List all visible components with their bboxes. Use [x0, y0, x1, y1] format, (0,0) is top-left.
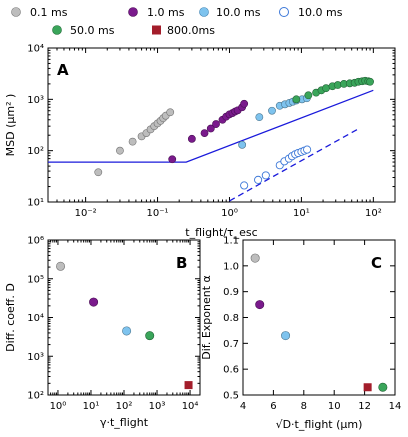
y-tick-label: 10⁴ [27, 313, 44, 324]
data-point [281, 331, 291, 341]
x-tick-label: 10¹ [293, 208, 310, 219]
y-tick-label: 10⁴ [27, 44, 44, 55]
data-point [166, 108, 175, 117]
data-point [168, 155, 177, 164]
x-axis-label: γ·t_flight [100, 416, 149, 429]
data-point [292, 95, 301, 104]
y-tick-label: 0.7 [223, 339, 239, 350]
data-point [255, 113, 264, 122]
x-tick-label: 10² [365, 208, 382, 219]
panel-a: 10⁻² 10⁻¹ 10⁰ 10¹ 10² 10¹ 10² 10³ 10⁴ A MSD (μm² )… [4, 44, 396, 239]
data-point-open [254, 175, 263, 184]
data-point [238, 140, 247, 149]
fit-line-solid [48, 89, 374, 163]
legend-item-50.0ms: 50.0 ms [52, 24, 115, 37]
y-tick-label: 10³ [27, 352, 44, 363]
data-point [116, 146, 124, 155]
x-tick-label: 10 [328, 401, 341, 412]
panel-c: 4 6 8 10 12 14 0.5 0.6 0.7 0.8 0.9 1.0 1.1 C Dif. Expo… [200, 236, 401, 432]
x-tick-label: 8 [301, 401, 307, 412]
legend-label: 50.0 ms [70, 24, 115, 37]
data-point-square [184, 381, 193, 390]
panel-label: C [371, 254, 382, 272]
legend-marker-red [152, 25, 161, 35]
y-tick-label: 1.0 [223, 261, 239, 272]
legend-label: 10.0 ms [298, 6, 343, 19]
data-point [128, 137, 137, 146]
x-tick-label: 10⁴ [182, 401, 199, 412]
panel-b: 10⁰ 10¹ 10² 10³ 10⁴ 10² 10³ 10⁴ 10⁵ 10⁶ B Diff. coe… [4, 236, 201, 429]
y-tick-label: 10³ [27, 95, 44, 106]
data-point [304, 91, 313, 100]
panel-label: A [57, 61, 69, 79]
x-tick-label: 4 [240, 401, 246, 412]
data-point-square [363, 383, 372, 392]
legend-marker-green [52, 25, 62, 35]
legend-item-10.0ms-open: 10.0 ms [279, 6, 343, 19]
legend-item-0.1ms: 0.1 ms [11, 6, 68, 19]
x-tick-label: 6 [270, 401, 276, 412]
y-tick-label: 0.5 [223, 391, 239, 402]
legend: 0.1 ms 1.0 ms 10.0 ms 10.0 ms 50.0 ms 80… [11, 6, 343, 37]
data-point [145, 331, 155, 341]
x-tick-label: 10³ [149, 401, 166, 412]
y-tick-label: 1.1 [223, 236, 239, 247]
x-tick-label: 10⁻¹ [147, 208, 169, 219]
data-point [240, 99, 249, 108]
y-axis-label: Diff. coeff. D [4, 283, 17, 352]
data-point [250, 253, 260, 263]
data-point-open [261, 171, 270, 180]
x-tick-label: 10¹ [83, 401, 100, 412]
y-tick-label: 10⁶ [27, 236, 44, 247]
x-tick-label: 10⁻² [75, 208, 97, 219]
data-point [122, 326, 132, 336]
panel-label: B [176, 254, 187, 272]
data-point [94, 168, 103, 177]
x-tick-label: 12 [358, 401, 371, 412]
y-tick-label: 0.6 [223, 365, 239, 376]
legend-label: 0.1 ms [30, 6, 68, 19]
x-axis-label: √D·t_flight (μm) [276, 418, 363, 431]
data-point [212, 120, 220, 128]
y-tick-label: 10² [27, 146, 44, 157]
legend-marker-purple [128, 7, 138, 17]
data-point [56, 261, 66, 271]
data-point [322, 84, 330, 93]
y-tick-label: 0.8 [223, 313, 239, 324]
y-tick-label: 10² [27, 391, 44, 402]
y-axis-label: MSD (μm² ) [4, 94, 17, 157]
legend-label: 1.0 ms [147, 6, 185, 19]
x-axis-label: t_flight/τ_esc [185, 226, 257, 239]
x-tick-label: 10² [116, 401, 133, 412]
y-tick-label: 0.9 [223, 287, 239, 298]
data-point-open [240, 181, 249, 190]
data-point [206, 124, 215, 133]
legend-marker-lightblue [199, 7, 209, 17]
fit-line-dashed [229, 128, 358, 202]
y-tick-label: 10⁵ [27, 274, 44, 285]
x-tick-label: 14 [389, 401, 402, 412]
legend-item-10.0ms-filled: 10.0 ms [199, 6, 261, 19]
x-tick-label: 10⁰ [50, 401, 67, 412]
data-point-open [303, 145, 312, 154]
legend-marker-gray [11, 7, 21, 17]
x-tick-label: 10⁰ [221, 208, 238, 219]
y-tick-label: 10¹ [27, 198, 44, 209]
plot-frame [47, 47, 396, 203]
data-point [378, 382, 388, 392]
data-point [366, 77, 374, 86]
legend-item-800.0ms: 800.0ms [152, 24, 215, 37]
legend-marker-open [279, 7, 289, 17]
data-point [268, 106, 276, 115]
data-point [187, 134, 196, 143]
legend-item-1.0ms: 1.0 ms [128, 6, 185, 19]
data-point [255, 300, 265, 310]
legend-label: 10.0 ms [216, 6, 261, 19]
data-point [200, 129, 209, 137]
y-axis-label: Dif. Exponent α [200, 275, 213, 360]
legend-label: 800.0ms [167, 24, 215, 37]
data-point [89, 297, 99, 307]
